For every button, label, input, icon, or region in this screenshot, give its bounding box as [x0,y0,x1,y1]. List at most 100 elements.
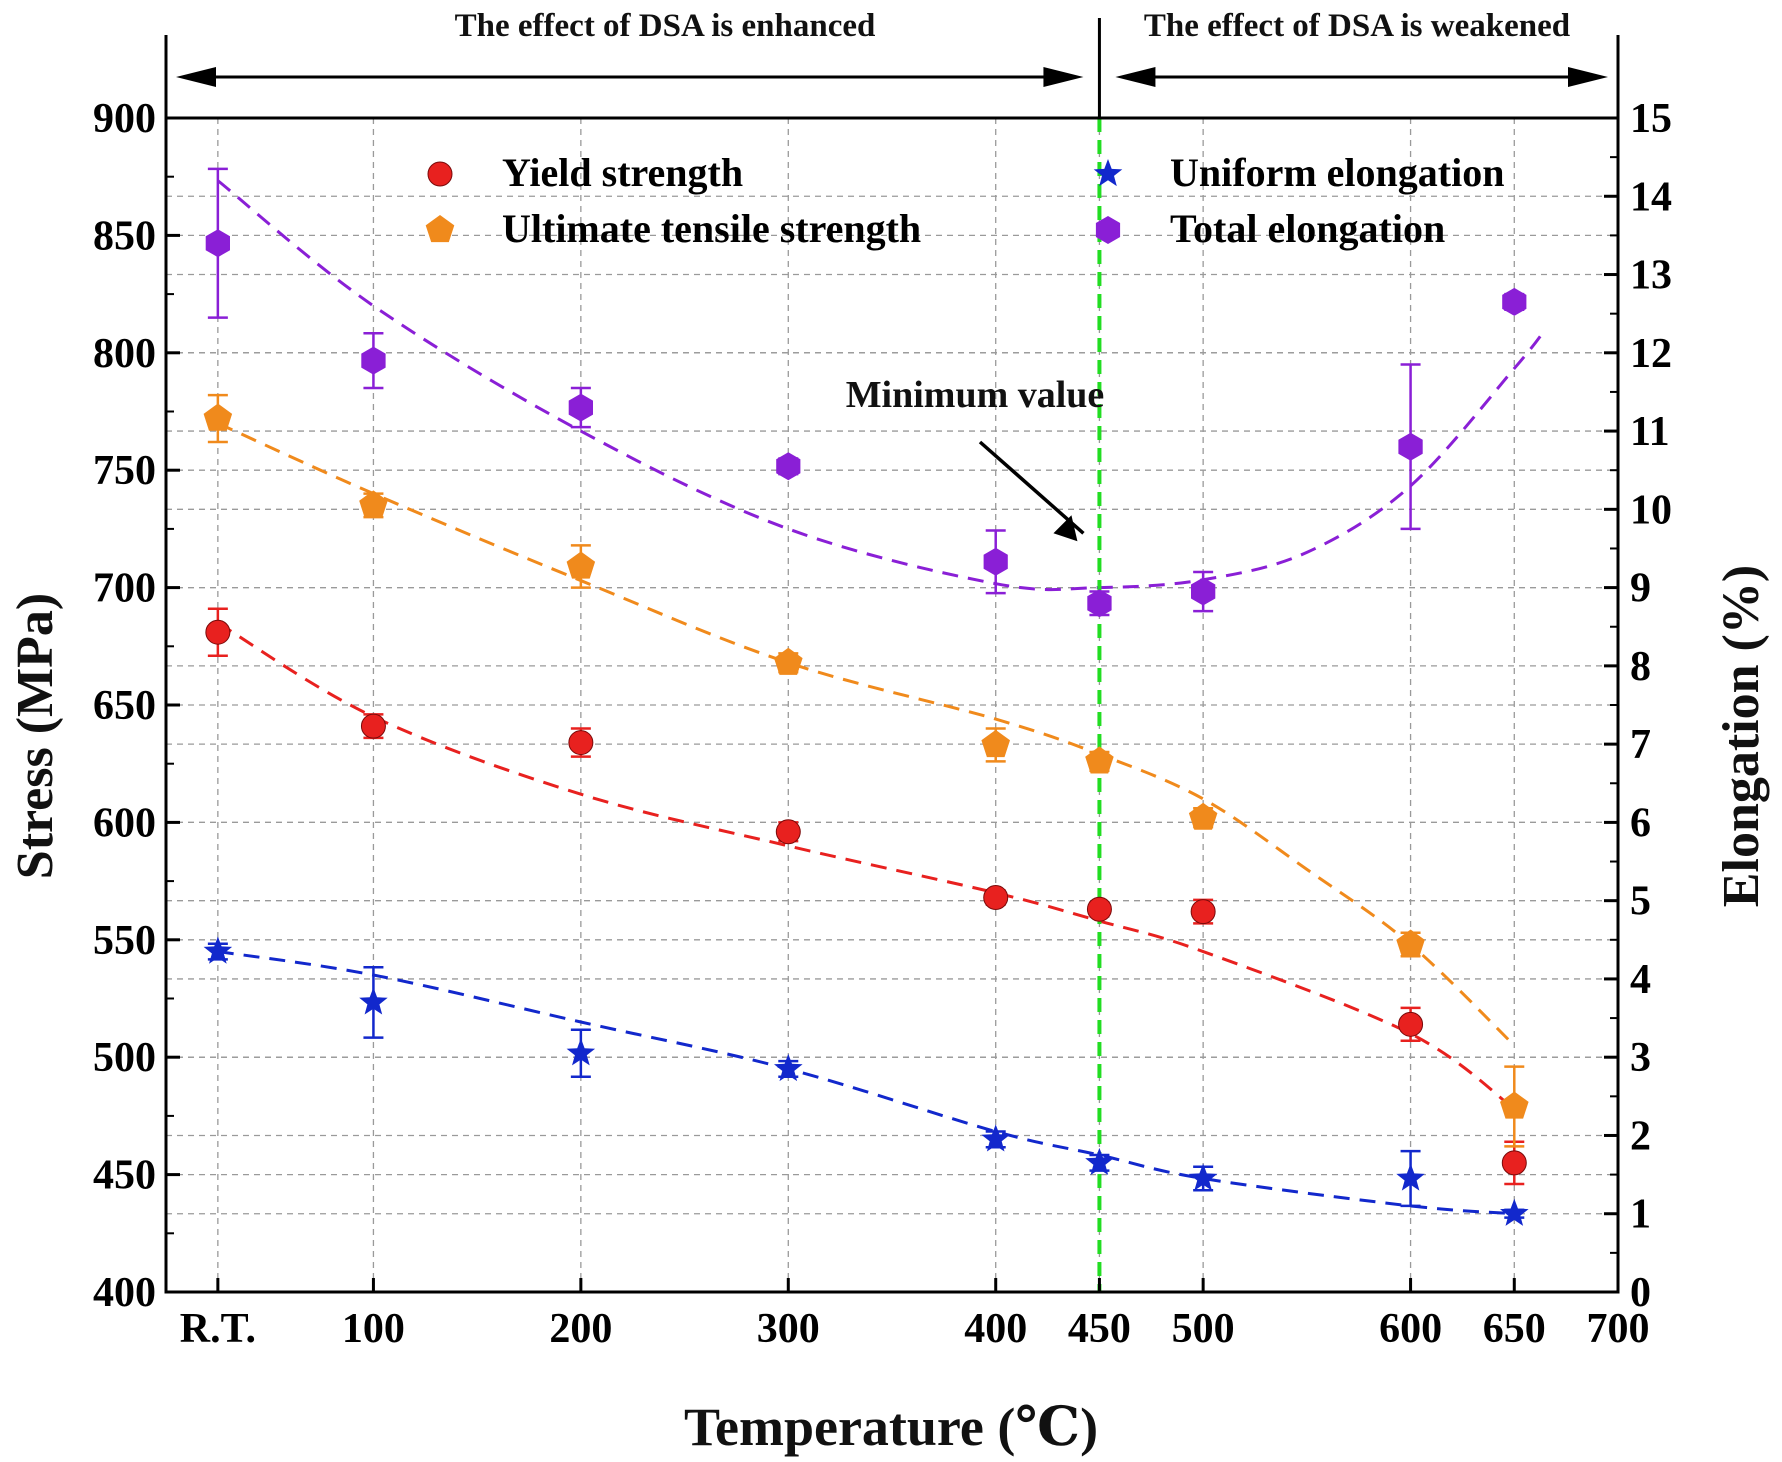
data-point-yield-strength [1398,1011,1424,1037]
data-point-total-elongation [983,547,1008,576]
grid [166,118,1618,1292]
data-point-total-elongation [1191,577,1216,606]
y-right-tick-label: 11 [1630,409,1670,455]
data-point-total-elongation [1398,432,1423,461]
y-left-tick-label: 450 [93,1153,156,1199]
data-point-yield-strength [775,819,801,845]
data-point-yield-strength [1501,1150,1527,1176]
data-point-uniform-elongation [203,936,233,964]
y-left-tick-label: 750 [93,448,156,494]
data-point-yield-strength [360,713,386,739]
data-point-ultimate-tensile-strength [203,403,233,431]
axes: 4004505005506006507007508008509000123456… [93,96,1672,1352]
minimum-annotation: Minimum value [846,374,1105,542]
x-tick-label: 600 [1379,1306,1442,1352]
y-right-tick-label: 6 [1630,800,1651,846]
legend-label-yield-strength: Yield strength [502,150,743,195]
y-left-tick-label: 550 [93,918,156,964]
data-points [203,167,1529,1226]
region-arrow-enhanced-head-right [1043,67,1084,87]
y-right-tick-label: 2 [1630,1113,1651,1159]
data-point-ultimate-tensile-strength [1085,746,1114,774]
x-axis-title: Temperature (℃) [684,1397,1098,1457]
minimum-arrow-shaft [978,440,1085,535]
x-tick-label: 400 [964,1306,1027,1352]
minimum-arrow-head [1053,515,1078,542]
y-right-tick-label: 8 [1630,644,1651,690]
data-point-ultimate-tensile-strength [1188,802,1218,830]
y-left-tick-label: 850 [93,213,156,259]
data-point-ultimate-tensile-strength [774,647,803,675]
data-point-ultimate-tensile-strength [981,729,1010,758]
y-right-tick-label: 13 [1630,253,1672,299]
x-tick-label: 300 [757,1306,820,1352]
legend-marker-yield-strength [427,161,453,187]
x-tick-label: 500 [1172,1306,1235,1352]
data-point-ultimate-tensile-strength [359,490,388,518]
y-axis-title-right: Elongation (%) [1713,565,1770,907]
y-axis-title-left: Stress (MPa) [7,593,64,879]
minimum-value-label: Minimum value [846,374,1105,416]
data-point-uniform-elongation [981,1124,1010,1152]
region-arrow-weakened-head-left [1115,67,1156,87]
legend-label-ultimate-tensile-strength: Ultimate tensile strength [502,206,921,251]
y-right-tick-label: 5 [1630,879,1651,925]
legend-label-uniform-elongation: Uniform elongation [1170,150,1504,195]
data-point-uniform-elongation [359,987,388,1015]
data-point-yield-strength [983,885,1009,911]
data-point-uniform-elongation [1188,1163,1218,1191]
y-right-tick-label: 7 [1630,722,1651,768]
region-arrow-weakened-head-right [1568,67,1608,87]
data-point-yield-strength [1190,899,1216,925]
x-tick-label: 450 [1068,1306,1131,1352]
region-annotations: The effect of DSA is enhanced The effect… [164,8,1620,118]
y-left-tick-label: 650 [93,683,156,729]
legend: Yield strength Uniform elongation Ultimate… [425,150,1504,251]
legend-marker-total-elongation [1095,216,1121,244]
data-point-total-elongation [776,452,801,481]
data-point-uniform-elongation [774,1053,803,1082]
data-point-uniform-elongation [1500,1198,1529,1226]
legend-marker-uniform-elongation [1093,159,1123,187]
x-tick-label: 200 [549,1306,612,1352]
y-right-tick-label: 0 [1630,1270,1651,1316]
data-point-uniform-elongation [566,1038,596,1066]
y-right-tick-label: 9 [1630,566,1651,612]
x-tick-label: R.T. [180,1306,256,1352]
data-point-total-elongation [568,393,593,422]
trend-line-yield-strength [217,621,1516,1111]
data-point-ultimate-tensile-strength [566,551,596,579]
y-right-tick-label: 14 [1630,174,1672,220]
trend-line-uniform-elongation [217,950,1515,1216]
region-arrow-enhanced-head-left [176,67,216,87]
y-right-tick-label: 1 [1630,1192,1651,1238]
y-left-tick-label: 400 [93,1270,156,1316]
data-point-total-elongation [205,229,230,258]
data-point-total-elongation [361,346,386,375]
y-left-tick-label: 600 [93,800,156,846]
data-point-uniform-elongation [1085,1147,1114,1175]
data-point-total-elongation [1087,589,1112,618]
y-left-tick-label: 700 [93,566,156,612]
region-label-weakened: The effect of DSA is weakened [1144,8,1570,44]
y-right-tick-label: 3 [1630,1035,1651,1081]
y-left-tick-label: 900 [93,96,156,142]
data-point-yield-strength [205,619,231,645]
legend-label-total-elongation: Total elongation [1170,206,1445,251]
x-tick-label: 700 [1587,1306,1650,1352]
data-point-ultimate-tensile-strength [1396,929,1425,957]
y-right-tick-label: 15 [1630,96,1672,142]
data-point-uniform-elongation [1396,1163,1425,1191]
data-point-total-elongation [1502,287,1527,316]
data-point-ultimate-tensile-strength [1500,1091,1529,1119]
y-right-tick-label: 10 [1630,487,1672,533]
y-left-tick-label: 800 [93,331,156,377]
region-label-enhanced: The effect of DSA is enhanced [455,8,876,44]
trend-line-ultimate-tensile-strength [217,421,1516,1047]
y-right-tick-label: 12 [1630,331,1672,377]
x-tick-label: 100 [342,1306,405,1352]
data-point-yield-strength [1086,896,1112,922]
x-tick-label: 650 [1483,1306,1546,1352]
y-left-tick-label: 500 [93,1035,156,1081]
